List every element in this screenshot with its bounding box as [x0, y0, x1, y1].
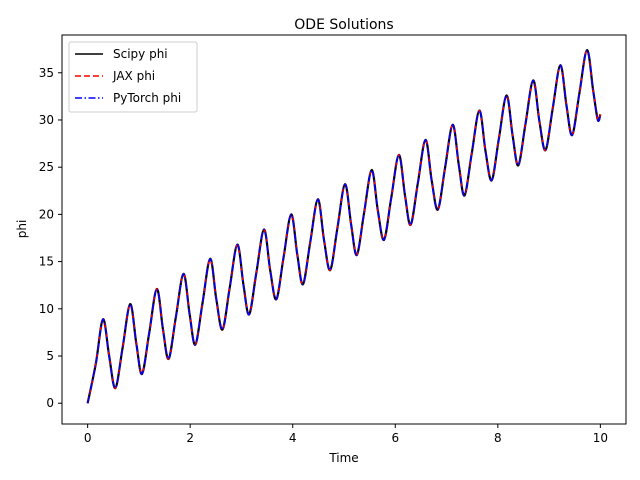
legend: Scipy phi JAX phi PyTorch phi	[68, 41, 198, 113]
x-tick-label-3: 6	[391, 431, 399, 445]
legend-frame	[68, 41, 198, 113]
legend-label-jax-phi: JAX phi	[112, 69, 155, 83]
y-tick-label-2: 10	[39, 302, 54, 316]
y-tick-label-7: 35	[39, 66, 54, 80]
y-tick-label-1: 5	[46, 349, 54, 363]
x-tick-label-1: 2	[186, 431, 194, 445]
x-tick-label-5: 10	[593, 431, 608, 445]
x-tick-label-4: 8	[494, 431, 502, 445]
y-tick-label-5: 25	[39, 160, 54, 174]
legend-items: Scipy phi JAX phi PyTorch phi	[75, 47, 181, 105]
x-axis-label: Time	[328, 451, 358, 465]
y-tick-label-6: 30	[39, 113, 54, 127]
x-tick-label-2: 4	[289, 431, 297, 445]
chart-title: ODE Solutions	[294, 17, 393, 33]
legend-label-pytorch-phi: PyTorch phi	[113, 91, 181, 105]
series-line-pytorch-phi	[86, 49, 602, 404]
y-tick-label-0: 0	[46, 396, 54, 410]
y-tick-label-4: 20	[39, 207, 54, 221]
x-tick-label-0: 0	[84, 431, 92, 445]
legend-label-scipy-phi: Scipy phi	[113, 47, 168, 61]
y-tick-label-3: 15	[39, 255, 54, 269]
series-layer	[86, 49, 602, 404]
ticks-layer: 0 2 4 6 8 10 0 5 10 15 20 25 30 35	[39, 66, 608, 445]
y-axis-label: phi	[15, 220, 29, 239]
